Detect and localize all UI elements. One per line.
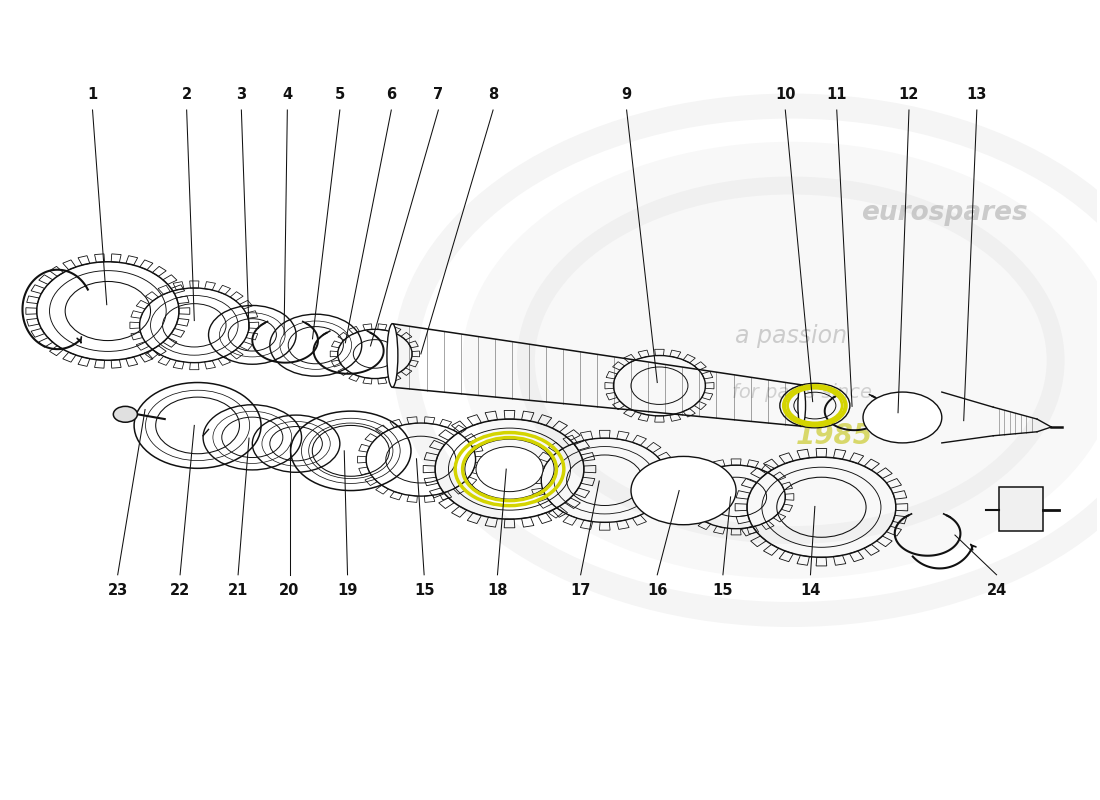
Ellipse shape: [631, 457, 736, 525]
Text: 22: 22: [170, 582, 190, 598]
Text: 21: 21: [228, 582, 249, 598]
Text: 24: 24: [987, 582, 1007, 598]
Text: eurospares: eurospares: [860, 200, 1027, 226]
Text: 1: 1: [87, 87, 98, 102]
Text: for parts since: for parts since: [732, 382, 871, 402]
Text: 1985: 1985: [796, 422, 873, 450]
Text: 7: 7: [433, 87, 443, 102]
Text: 18: 18: [487, 582, 508, 598]
Text: 5: 5: [334, 87, 345, 102]
Text: 14: 14: [801, 582, 821, 598]
Text: 4: 4: [283, 87, 293, 102]
Text: 19: 19: [338, 582, 358, 598]
Ellipse shape: [387, 324, 398, 387]
Text: 15: 15: [713, 582, 734, 598]
Ellipse shape: [864, 392, 942, 443]
Text: 2: 2: [182, 87, 191, 102]
Text: 23: 23: [108, 582, 128, 598]
Ellipse shape: [113, 406, 138, 422]
Text: 12: 12: [899, 87, 920, 102]
Text: 3: 3: [236, 87, 246, 102]
Ellipse shape: [462, 142, 1100, 578]
Polygon shape: [999, 487, 1043, 531]
Text: 9: 9: [621, 87, 631, 102]
Text: 10: 10: [776, 87, 795, 102]
Text: 13: 13: [967, 87, 987, 102]
Text: 15: 15: [414, 582, 435, 598]
Text: 8: 8: [488, 87, 498, 102]
Ellipse shape: [476, 446, 543, 492]
Text: 11: 11: [826, 87, 847, 102]
Text: 6: 6: [386, 87, 396, 102]
Text: 17: 17: [571, 582, 591, 598]
Ellipse shape: [798, 385, 805, 426]
Text: 16: 16: [647, 582, 668, 598]
Text: 20: 20: [279, 582, 299, 598]
Text: a passion: a passion: [735, 325, 847, 349]
